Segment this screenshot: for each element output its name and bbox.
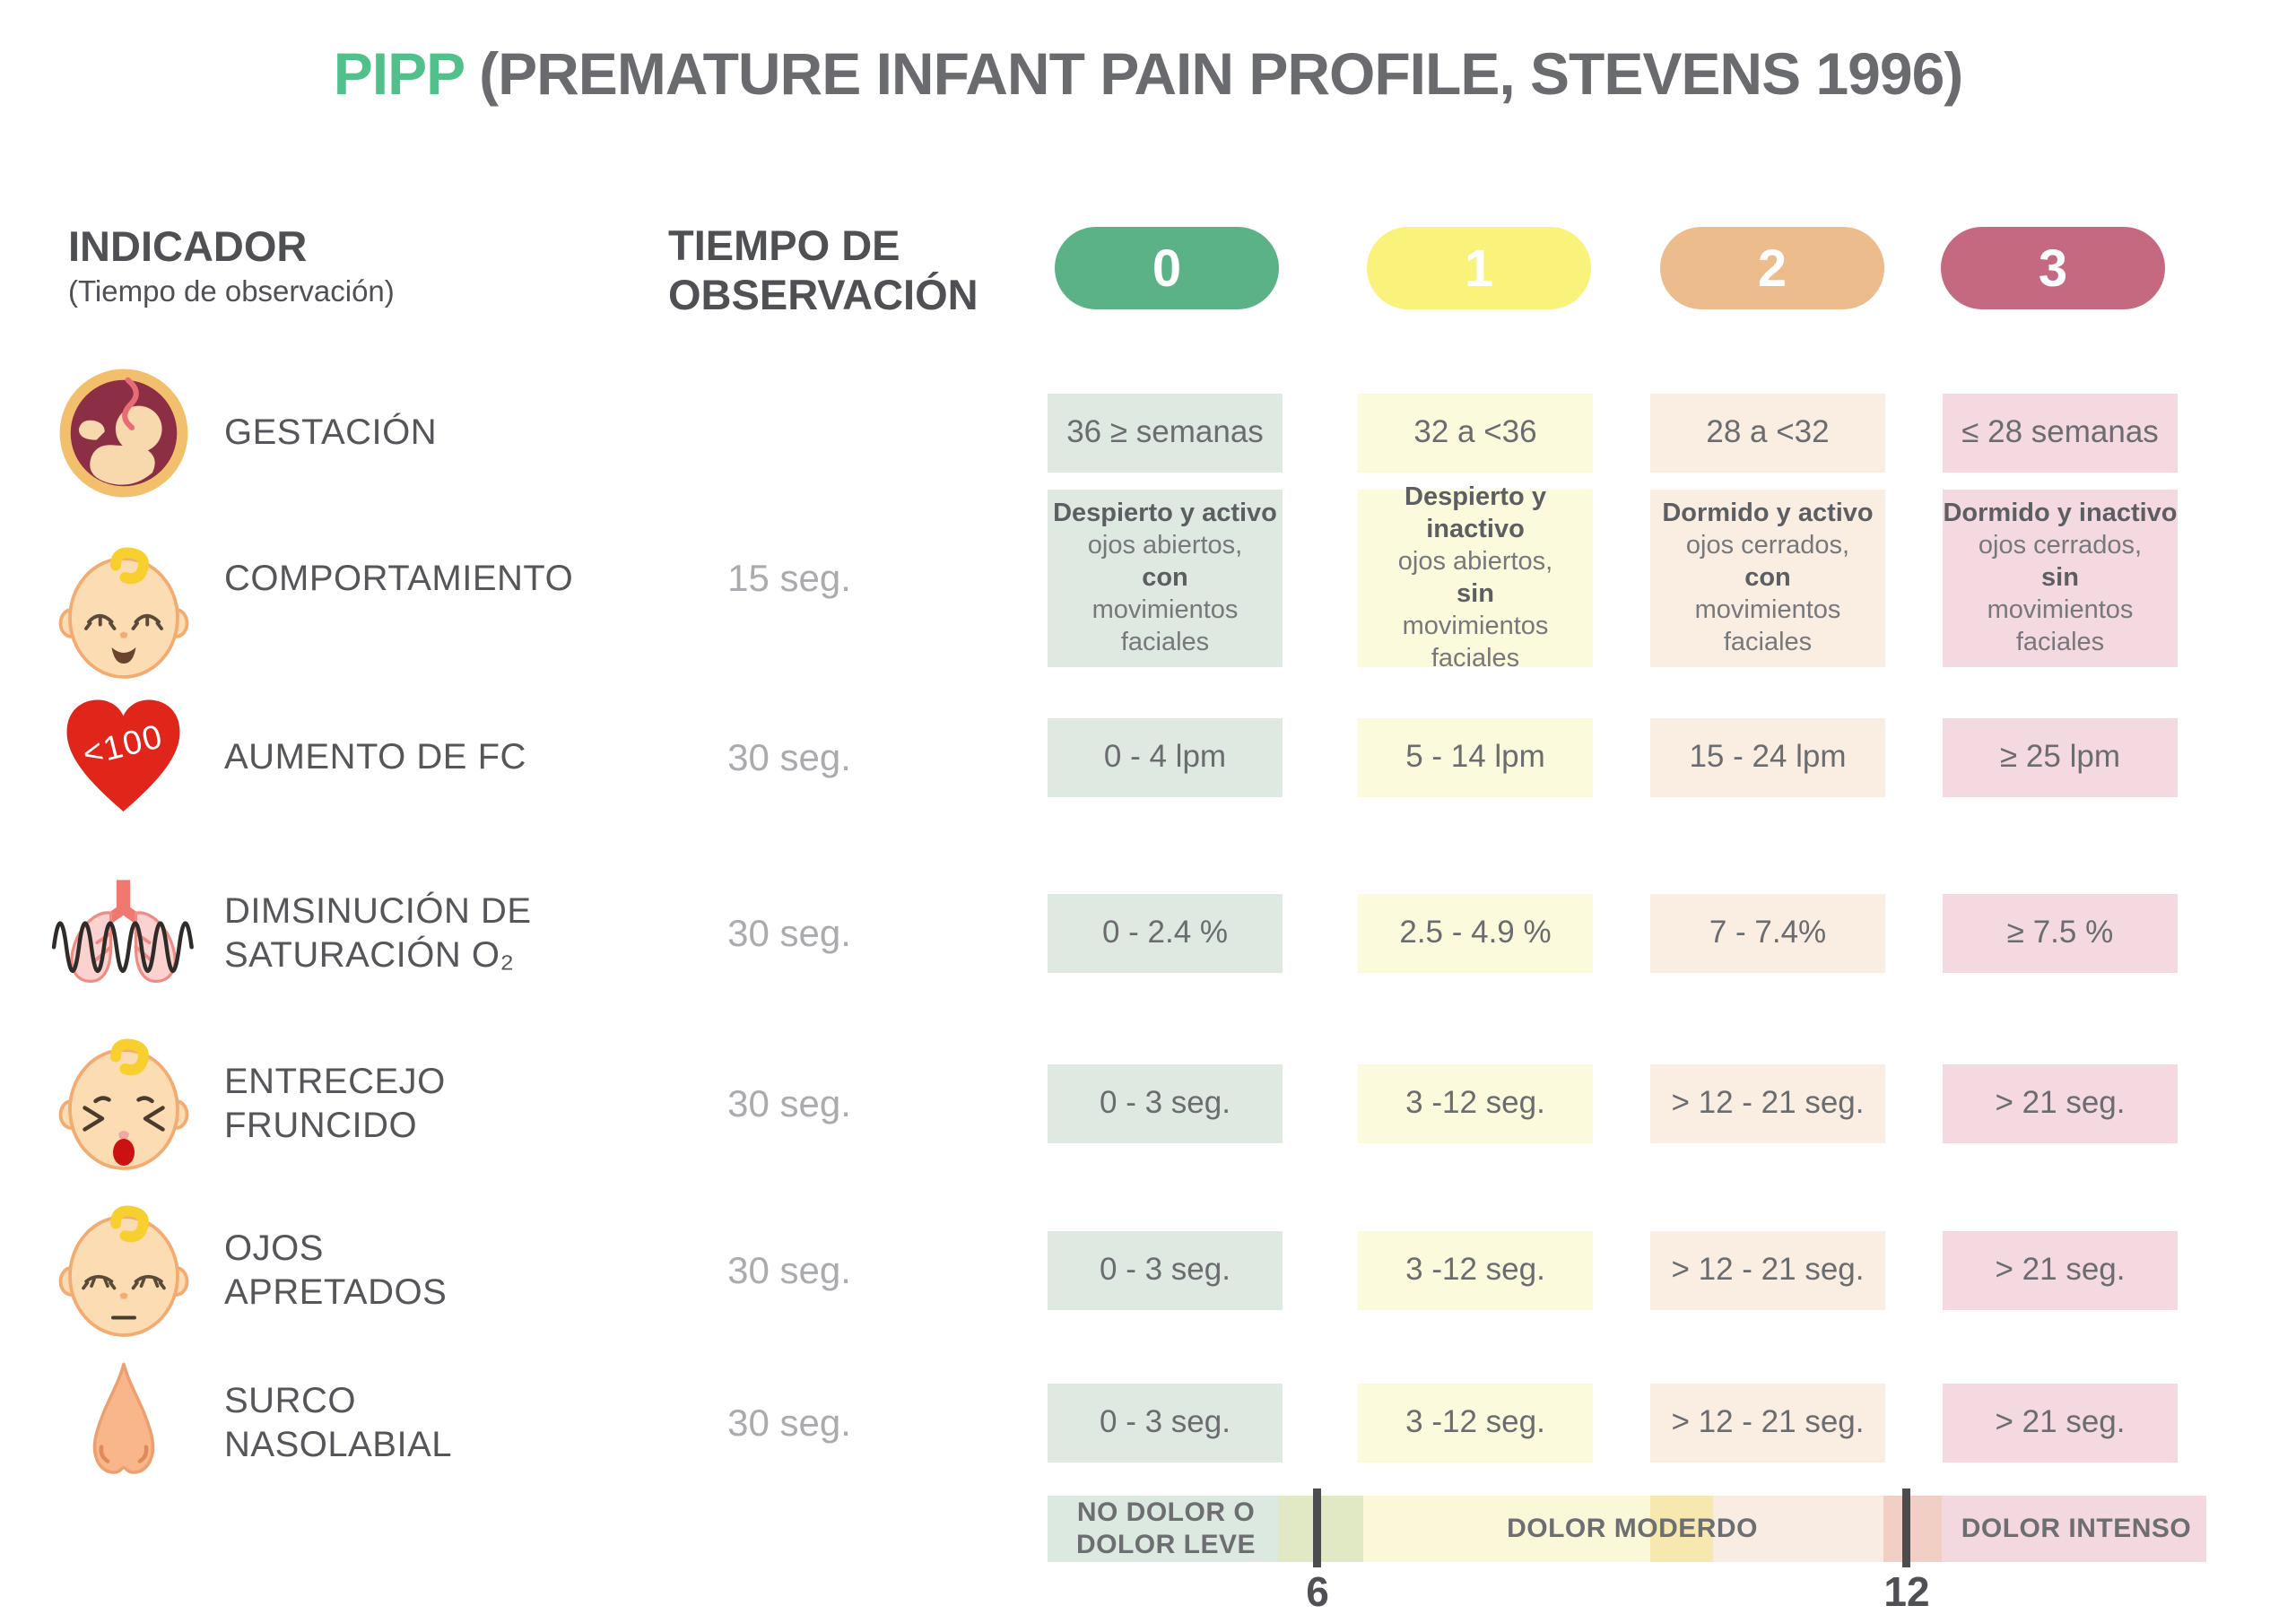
lungs-wave-icon bbox=[49, 868, 197, 998]
cell-comportamiento-0: Despierto y activo ojos abiertos, con movim… bbox=[1048, 490, 1283, 667]
cell-sat-1: 2.5 - 4.9 % bbox=[1358, 893, 1593, 973]
time-aumento-fc: 30 seg. bbox=[727, 735, 851, 778]
indicator-header: INDICADOR (Tiempo de observación) bbox=[68, 221, 395, 308]
row-surco: SURCO NASOLABIAL 30 seg. 0 - 3 seg. 3 -1… bbox=[0, 1349, 2296, 1497]
cell-ojos-3: > 21 seg. bbox=[1943, 1230, 2178, 1310]
cell-surco-0: 0 - 3 seg. bbox=[1048, 1383, 1283, 1462]
score-pill-3: 3 bbox=[1941, 227, 2165, 309]
row-gestacion: GESTACIÓN 36 ≥ semanas 32 a <36 28 a <32… bbox=[0, 359, 2296, 507]
row-aumento-fc: <100 AUMENTO DE FC 30 seg. 0 - 4 lpm 5 -… bbox=[0, 683, 2296, 831]
row-label-entrecejo: ENTRECEJO FRUNCIDO bbox=[224, 1061, 446, 1145]
title-rest: (PREMATURE INFANT PAIN PROFILE, STEVENS … bbox=[479, 40, 1963, 107]
cell-fc-2: 15 - 24 lpm bbox=[1650, 717, 1885, 797]
heart-icon: <100 bbox=[49, 690, 197, 825]
cell-entrecejo-3: > 21 seg. bbox=[1943, 1063, 2178, 1143]
cell-fc-3: ≥ 25 lpm bbox=[1943, 717, 2178, 797]
scale-tick-12 bbox=[1902, 1488, 1910, 1567]
score-pill-1: 1 bbox=[1367, 227, 1591, 309]
indicator-header-label: INDICADOR bbox=[68, 222, 308, 270]
cell-surco-1: 3 -12 seg. bbox=[1358, 1383, 1593, 1462]
cell-surco-3: > 21 seg. bbox=[1943, 1383, 2178, 1462]
row-ojos: OJOS APRETADOS 30 seg. 0 - 3 seg. 3 -12 … bbox=[0, 1196, 2296, 1344]
scale-label-mild: NO DOLOR O DOLOR LEVE bbox=[1075, 1497, 1256, 1559]
scale-label-moderate: DOLOR MODERDO bbox=[1507, 1514, 1758, 1543]
time-entrecejo: 30 seg. bbox=[727, 1081, 851, 1124]
cell-gestacion-2: 28 a <32 bbox=[1650, 393, 1885, 473]
row-label-surco: SURCO NASOLABIAL bbox=[224, 1380, 453, 1464]
score-pill-0: 0 bbox=[1055, 227, 1279, 309]
cell-fc-0: 0 - 4 lpm bbox=[1048, 717, 1283, 797]
cell-gestacion-1: 32 a <36 bbox=[1358, 393, 1593, 473]
scale-tick-6-value: 6 bbox=[1306, 1568, 1329, 1615]
row-label-gestacion: GESTACIÓN bbox=[224, 412, 438, 453]
row-label-ojos: OJOS APRETADOS bbox=[224, 1228, 448, 1312]
nose-icon bbox=[49, 1359, 197, 1487]
scale-segment-peach bbox=[1713, 1496, 1883, 1562]
time-ojos: 30 seg. bbox=[727, 1248, 851, 1291]
cell-ojos-1: 3 -12 seg. bbox=[1358, 1230, 1593, 1310]
score-pill-2: 2 bbox=[1660, 227, 1884, 309]
scale-tick-12-value: 12 bbox=[1883, 1568, 1930, 1615]
row-comportamiento: COMPORTAMIENTO 15 seg. Despierto y activ… bbox=[0, 482, 2296, 679]
baby-scrunched-eyes-crying-icon bbox=[49, 1037, 197, 1171]
cell-sat-2: 7 - 7.4% bbox=[1650, 893, 1885, 973]
scale-segment-pink bbox=[1942, 1496, 2206, 1562]
time-surco: 30 seg. bbox=[727, 1401, 851, 1444]
title-brand: PIPP bbox=[333, 40, 465, 107]
fetus-icon bbox=[49, 365, 197, 501]
row-label-saturacion: DIMSINUCIÓN DE SATURACIÓN O₂ bbox=[224, 890, 532, 975]
cell-ojos-2: > 12 - 21 seg. bbox=[1650, 1230, 1885, 1310]
cell-surco-2: > 12 - 21 seg. bbox=[1650, 1383, 1885, 1462]
indicator-header-sub: (Tiempo de observación) bbox=[68, 274, 395, 308]
cell-sat-3: ≥ 7.5 % bbox=[1943, 893, 2178, 973]
cell-sat-0: 0 - 2.4 % bbox=[1048, 893, 1283, 973]
scale-segment-green bbox=[1048, 1496, 1278, 1562]
cell-ojos-0: 0 - 3 seg. bbox=[1048, 1230, 1283, 1310]
page-title: PIPP (PREMATURE INFANT PAIN PROFILE, STEV… bbox=[0, 39, 2296, 108]
row-label-aumento-fc: AUMENTO DE FC bbox=[224, 737, 526, 777]
row-saturacion: DIMSINUCIÓN DE SATURACIÓN O₂ 30 seg. 0 -… bbox=[0, 859, 2296, 1007]
cell-gestacion-0: 36 ≥ semanas bbox=[1048, 393, 1283, 473]
cell-comportamiento-3: Dormido y inactivo ojos cerrados, sin movim… bbox=[1943, 490, 2178, 667]
scale-segment-yellow-dark bbox=[1650, 1496, 1713, 1562]
baby-smiling-closed-eyes-icon bbox=[49, 545, 197, 680]
time-comportamiento: 15 seg. bbox=[727, 557, 851, 599]
pain-scale-bar bbox=[1048, 1496, 2206, 1562]
cell-gestacion-3: ≤ 28 semanas bbox=[1943, 393, 2178, 473]
cell-comportamiento-2: Dormido y activo ojos cerrados, con movimie… bbox=[1650, 490, 1885, 667]
time-saturacion: 30 seg. bbox=[727, 911, 851, 954]
cell-entrecejo-2: > 12 - 21 seg. bbox=[1650, 1063, 1885, 1143]
scale-tick-6 bbox=[1313, 1488, 1321, 1567]
scale-segment-yellow bbox=[1363, 1496, 1650, 1562]
baby-closed-eyes-icon bbox=[49, 1203, 197, 1338]
cell-entrecejo-1: 3 -12 seg. bbox=[1358, 1063, 1593, 1143]
cell-comportamiento-1: Despierto y inactivo ojos abiertos, sin mov… bbox=[1358, 482, 1593, 673]
row-label-comportamiento: COMPORTAMIENTO bbox=[224, 558, 574, 598]
cell-fc-1: 5 - 14 lpm bbox=[1358, 717, 1593, 797]
scale-label-intense: DOLOR INTENSO bbox=[1961, 1514, 2192, 1543]
cell-entrecejo-0: 0 - 3 seg. bbox=[1048, 1063, 1283, 1143]
observation-time-header: TIEMPO DE OBSERVACIÓN bbox=[668, 221, 978, 318]
row-entrecejo: ENTRECEJO FRUNCIDO 30 seg. 0 - 3 seg. 3 … bbox=[0, 1029, 2296, 1177]
scale-segment-salmon bbox=[1883, 1496, 1942, 1562]
